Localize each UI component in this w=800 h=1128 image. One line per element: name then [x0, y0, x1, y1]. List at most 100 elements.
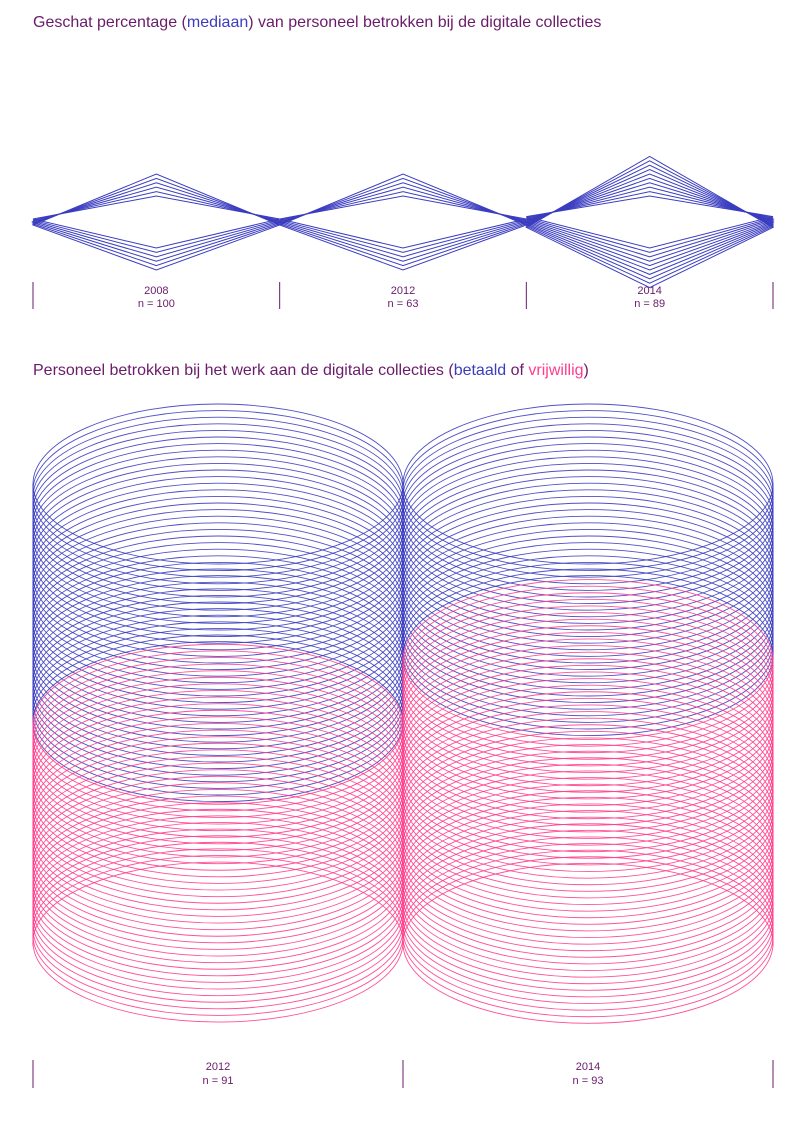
chart2-ring-vrijwillig	[402, 849, 774, 1011]
chart2-ring-vrijwillig	[402, 796, 774, 958]
chart2-ring-betaald	[32, 594, 404, 756]
chart2-ring-betaald	[32, 416, 404, 578]
chart2-ring-betaald	[32, 542, 404, 704]
chart2-ring-betaald	[32, 469, 404, 631]
chart1-n-label: n = 89	[634, 298, 665, 310]
chart2-ring-betaald	[32, 509, 404, 671]
chart2-ring-vrijwillig	[32, 676, 404, 838]
chart2-n-label: n = 93	[573, 1075, 604, 1087]
chart2-ring-vrijwillig	[402, 757, 774, 919]
chart2-segment-betaald-2014	[402, 403, 774, 737]
chart2-ring-betaald	[32, 614, 404, 776]
chart2-ring-vrijwillig	[32, 643, 404, 805]
chart2-ring-vrijwillig	[32, 755, 404, 917]
chart1-line	[526, 191, 774, 253]
chart1-line	[525, 164, 775, 280]
chart2-ring-betaald	[32, 515, 404, 677]
chart2-ring-vrijwillig	[402, 750, 774, 912]
chart2-ring-betaald	[32, 608, 404, 770]
chart2-ring-betaald	[32, 581, 404, 743]
chart2-ring-betaald	[402, 403, 774, 565]
chart2-title-vrijwillig: vrijwillig	[528, 362, 584, 379]
chart2-ring-vrijwillig	[402, 862, 774, 1024]
chart2-ring-betaald	[32, 627, 404, 789]
chart2-ring-vrijwillig	[32, 848, 404, 1010]
chart2-ring-vrijwillig	[32, 689, 404, 851]
chart2-ring-vrijwillig	[402, 777, 774, 939]
chart2-ring-vrijwillig	[32, 802, 404, 964]
chart2-n-label: n = 91	[203, 1075, 234, 1087]
chart2-ring-betaald	[402, 436, 774, 598]
chart2-ring-vrijwillig	[32, 716, 404, 878]
chart2-ring-vrijwillig	[402, 843, 774, 1005]
chart2-ring-vrijwillig	[32, 854, 404, 1016]
chart2-ring-vrijwillig	[402, 810, 774, 972]
chart2-ring-betaald	[32, 482, 404, 644]
chart2-ring-vrijwillig	[402, 770, 774, 932]
chart2-ring-betaald	[32, 575, 404, 737]
chart2-segment-vrijwillig-2012	[32, 643, 404, 1023]
chart1-n-label: n = 100	[138, 298, 175, 310]
chart2-ring-vrijwillig	[32, 663, 404, 825]
chart2-ring-vrijwillig	[32, 821, 404, 983]
chart2-ring-betaald	[32, 568, 404, 730]
chart2-ring-vrijwillig	[402, 836, 774, 998]
chart1-line	[525, 155, 775, 289]
chart2-ring-betaald	[32, 476, 404, 638]
chart2-ring-betaald	[32, 621, 404, 783]
chart2-ring-betaald	[402, 410, 774, 572]
chart2-ring-betaald	[402, 416, 774, 578]
chart2-segment-vrijwillig-2014	[402, 579, 774, 1024]
chart2-ring-betaald	[32, 456, 404, 618]
chart2-ring-vrijwillig	[32, 861, 404, 1023]
chart2-ring-betaald	[32, 601, 404, 763]
chart2-ring-betaald	[32, 403, 404, 565]
chart1-title-prefix: Geschat percentage (	[33, 14, 187, 31]
chart2-ring-vrijwillig	[32, 736, 404, 898]
chart2-ring-vrijwillig	[402, 823, 774, 985]
chart1-title: Geschat percentage (mediaan) van persone…	[33, 14, 601, 32]
chart1-tick-label: 2008	[144, 285, 168, 297]
chart2-ring-betaald	[32, 443, 404, 605]
chart2-ring-vrijwillig	[402, 783, 774, 945]
chart2-ring-betaald	[32, 495, 404, 657]
chart2-ring-vrijwillig	[32, 775, 404, 937]
chart2-ring-vrijwillig	[32, 795, 404, 957]
chart1-line	[524, 173, 775, 271]
chart1-line	[525, 160, 775, 284]
chart2-ring-betaald	[32, 561, 404, 723]
chart2-title-suffix: )	[583, 362, 589, 379]
chart2-ring-vrijwillig	[32, 828, 404, 990]
chart2-ring-betaald	[32, 528, 404, 690]
chart2-ring-vrijwillig	[32, 670, 404, 832]
chart2-ring-betaald	[32, 429, 404, 591]
chart2-ring-betaald	[32, 423, 404, 585]
chart2-ring-betaald	[32, 641, 404, 803]
chart2-ring-vrijwillig	[32, 749, 404, 911]
chart1-tick-label: 2012	[391, 285, 415, 297]
chart2-ring-vrijwillig	[402, 730, 774, 892]
chart2-ring-vrijwillig	[402, 803, 774, 965]
chart1-line	[524, 186, 775, 258]
chart1-mark-2014	[524, 155, 775, 289]
chart2-ring-vrijwillig	[402, 717, 774, 879]
chart2-ring-vrijwillig	[402, 790, 774, 952]
chart2-ring-vrijwillig	[32, 696, 404, 858]
chart2-ring-vrijwillig	[402, 856, 774, 1018]
chart2-ring-vrijwillig	[32, 709, 404, 871]
chart2-ring-vrijwillig	[32, 782, 404, 944]
chart2-ring-vrijwillig	[32, 769, 404, 931]
chart2-ring-betaald	[32, 502, 404, 664]
chart2-ring-betaald	[32, 555, 404, 717]
chart2-ring-betaald	[32, 489, 404, 651]
chart2-ring-vrijwillig	[402, 763, 774, 925]
chart2-title-betaald: betaald	[453, 362, 507, 379]
chart2-ring-betaald	[32, 548, 404, 710]
chart2-ring-vrijwillig	[32, 729, 404, 891]
chart1-title-highlight: mediaan	[186, 14, 249, 31]
chart2-ring-vrijwillig	[402, 724, 774, 886]
chart2-ring-betaald	[32, 588, 404, 750]
chart1-tick-label: 2014	[637, 285, 661, 297]
chart1-line	[525, 169, 775, 275]
